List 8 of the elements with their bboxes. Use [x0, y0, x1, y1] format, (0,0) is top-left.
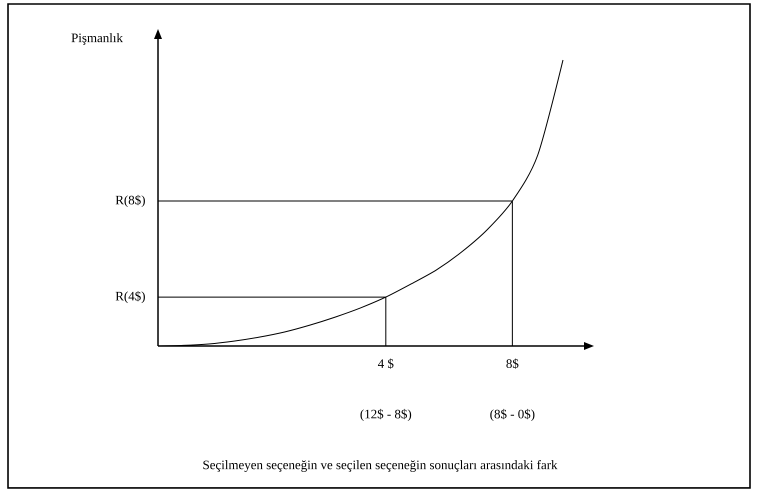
x-tick-label: 4 $ — [378, 358, 394, 369]
y-axis-title: Pişmanlık — [71, 33, 123, 45]
ref-line-label: R(4$) — [116, 291, 145, 304]
text: (12$ - 8$) — [360, 408, 412, 422]
x-tick-label: 8$ — [506, 358, 518, 369]
ref-line-label: R(8$) — [116, 194, 145, 208]
text: Seçilmeyen seçeneğin ve seçilen seçeneğin sonuçları arasındaki fark — [203, 460, 558, 472]
text: (8$ - 0$) — [490, 408, 534, 422]
